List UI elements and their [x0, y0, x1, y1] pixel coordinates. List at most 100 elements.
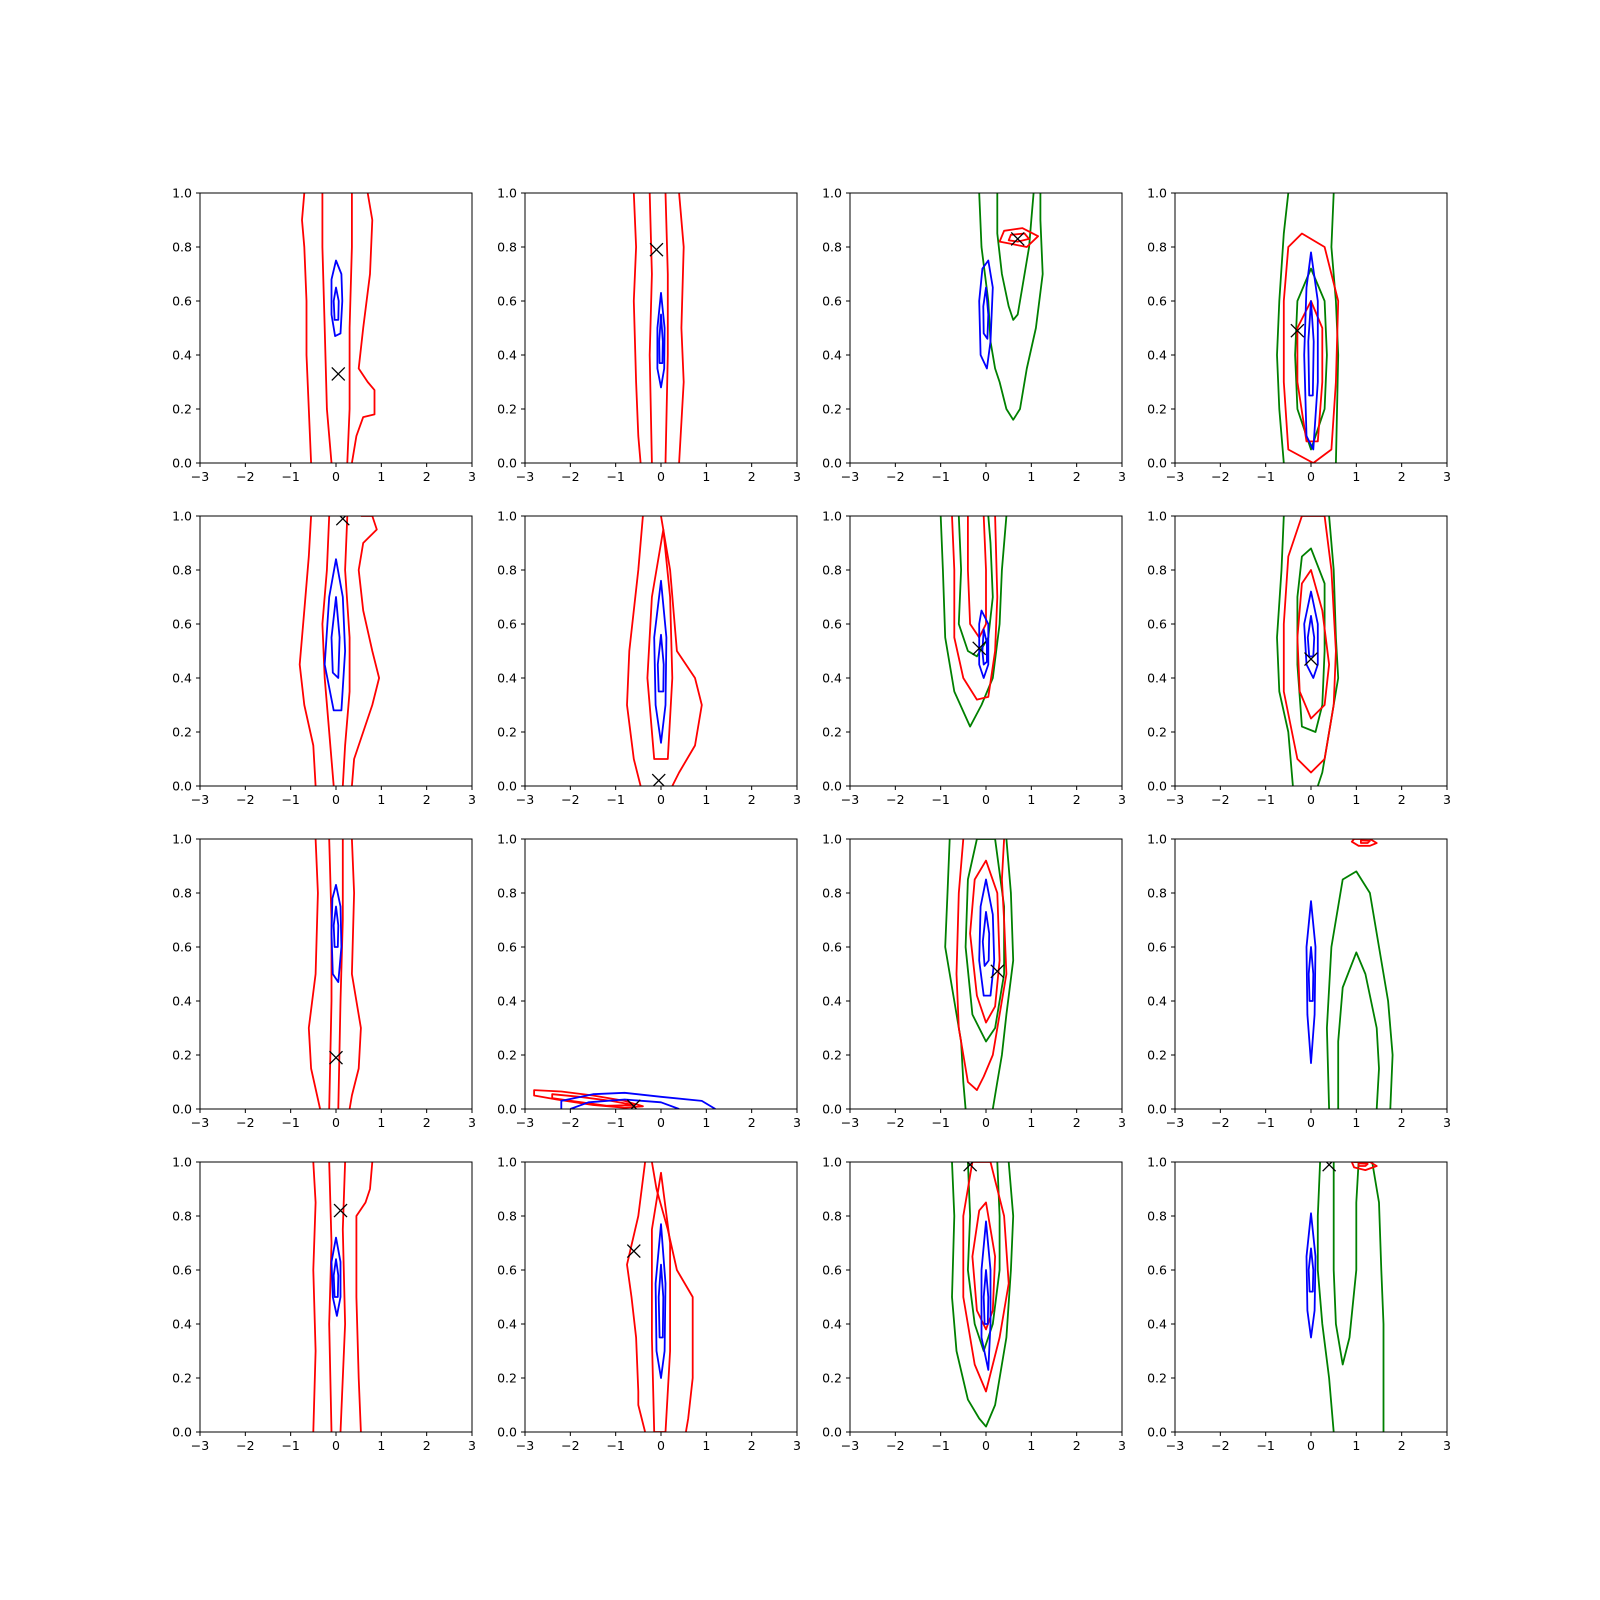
contour-red: [664, 193, 669, 463]
contour-group: [978, 193, 1044, 421]
y-tick-label: 0.4: [1147, 1317, 1167, 1332]
x-marker: [1290, 323, 1305, 338]
subplot-10: −3 −2 −1 0 1 2 3 0.0 0.2 0.4 0.6 0.8 1.0: [497, 832, 801, 1131]
contour-blue: [330, 884, 343, 983]
y-tick-label: 0.2: [497, 1371, 517, 1386]
axes-frame: [1174, 838, 1448, 1110]
x-tick-label: 1: [702, 792, 710, 807]
x-tick-label: 3: [1118, 469, 1126, 484]
x-marker: [972, 641, 987, 656]
y-tick-label: 0.6: [497, 940, 517, 955]
y-tick-label: 0.4: [822, 1317, 842, 1332]
y-tick-label: 1.0: [172, 832, 192, 847]
contour-blue: [330, 596, 341, 679]
contour-blue: [978, 259, 994, 370]
y-tick-label: 0.6: [822, 1263, 842, 1278]
x-tick-label: −3: [191, 1115, 209, 1130]
y-tick-label: 0.2: [497, 1048, 517, 1063]
contour-blue: [978, 609, 990, 679]
x-tick-label: 0: [1307, 1438, 1315, 1453]
contour-red: [632, 193, 642, 463]
axes-frame: [199, 838, 473, 1110]
contour-group: [301, 193, 376, 463]
subplot-14: −3 −2 −1 0 1 2 3 0.0 0.2 0.4 0.6 0.8 1.0: [497, 1155, 801, 1454]
contour-group: [939, 516, 1008, 728]
contour-blue: [1307, 1247, 1315, 1293]
y-tick-label: 0.8: [497, 886, 517, 901]
y-tick-label: 1.0: [1147, 186, 1167, 201]
y-tick-label: 0.6: [172, 1263, 192, 1278]
subplot-4: −3 −2 −1 0 1 2 3 0.0 0.2 0.4 0.6 0.8 1.0: [1147, 186, 1451, 485]
x-tick-label: −1: [1256, 469, 1274, 484]
contour-group: [533, 1089, 716, 1109]
y-tick-label: 0.0: [1147, 779, 1167, 794]
y-tick-label: 0.0: [172, 456, 192, 471]
y-tick-label: 0.4: [497, 1317, 517, 1332]
y-tick-label: 0.8: [172, 1209, 192, 1224]
x-tick-label: 2: [423, 469, 431, 484]
y-tick-label: 0.4: [172, 671, 192, 686]
y-tick-label: 0.6: [172, 294, 192, 309]
x-tick-label: −2: [236, 1115, 254, 1130]
x-tick-label: 1: [377, 1115, 385, 1130]
contour-blue: [980, 1220, 992, 1371]
x-tick-label: 2: [423, 792, 431, 807]
contour-blue: [1307, 300, 1315, 397]
x-tick-label: 1: [377, 792, 385, 807]
x-tick-label: 3: [1443, 1115, 1451, 1130]
y-tick-label: 1.0: [1147, 509, 1167, 524]
x-tick-label: −2: [1211, 1438, 1229, 1453]
y-tick-label: 0.8: [822, 1209, 842, 1224]
contour-blue: [653, 579, 668, 744]
axes-frame: [1174, 515, 1448, 787]
x-tick-label: −3: [191, 1438, 209, 1453]
contour-red: [1296, 569, 1330, 720]
y-tick-label: 0.2: [172, 402, 192, 417]
x-tick-label: −1: [281, 1438, 299, 1453]
contour-blue: [981, 911, 991, 967]
x-marker: [1010, 231, 1025, 246]
y-tick-label: 0.2: [497, 725, 517, 740]
x-tick-label: 0: [1307, 469, 1315, 484]
y-tick-label: 0.4: [497, 994, 517, 1009]
x-tick-label: −1: [931, 1438, 949, 1453]
contour-green: [996, 193, 1035, 321]
y-tick-label: 0.4: [497, 671, 517, 686]
subplot-6: −3 −2 −1 0 1 2 3 0.0 0.2 0.4 0.6 0.8 1.0: [497, 509, 801, 808]
contour-green: [1332, 1162, 1360, 1366]
contour-green: [1326, 870, 1394, 1109]
x-tick-label: −1: [281, 1115, 299, 1130]
x-tick-label: −2: [236, 469, 254, 484]
x-marker: [626, 1099, 641, 1109]
x-tick-label: −1: [931, 469, 949, 484]
x-tick-label: 1: [1027, 792, 1035, 807]
subplot-3: −3 −2 −1 0 1 2 3 0.0 0.2 0.4 0.6 0.8 1.0: [822, 186, 1126, 485]
x-marker: [331, 366, 346, 381]
y-tick-label: 0.4: [497, 348, 517, 363]
y-tick-label: 0.8: [497, 1209, 517, 1224]
contour-red: [348, 839, 362, 1109]
contour-group: [951, 1162, 1015, 1428]
x-tick-label: 3: [1118, 1115, 1126, 1130]
contour-red: [1296, 300, 1324, 443]
contour-red: [678, 193, 685, 463]
x-tick-label: 0: [982, 792, 990, 807]
contour-group: [1305, 839, 1394, 1109]
axes-frame: [199, 515, 473, 787]
x-tick-label: 3: [1118, 792, 1126, 807]
y-tick-label: 0.6: [1147, 940, 1167, 955]
contour-blue: [323, 558, 347, 712]
x-tick-label: −3: [191, 469, 209, 484]
x-tick-label: −1: [606, 469, 624, 484]
x-tick-label: 1: [377, 469, 385, 484]
x-tick-label: 0: [982, 469, 990, 484]
axes-frame: [1174, 192, 1448, 464]
contour-red: [298, 516, 317, 786]
x-tick-label: 2: [1398, 1115, 1406, 1130]
contour-group: [944, 839, 1015, 1109]
contour-red: [355, 1162, 374, 1432]
axes-frame: [1174, 1161, 1448, 1433]
contour-red: [307, 839, 321, 1109]
x-tick-label: −3: [841, 1115, 859, 1130]
x-tick-label: 1: [1027, 1115, 1035, 1130]
